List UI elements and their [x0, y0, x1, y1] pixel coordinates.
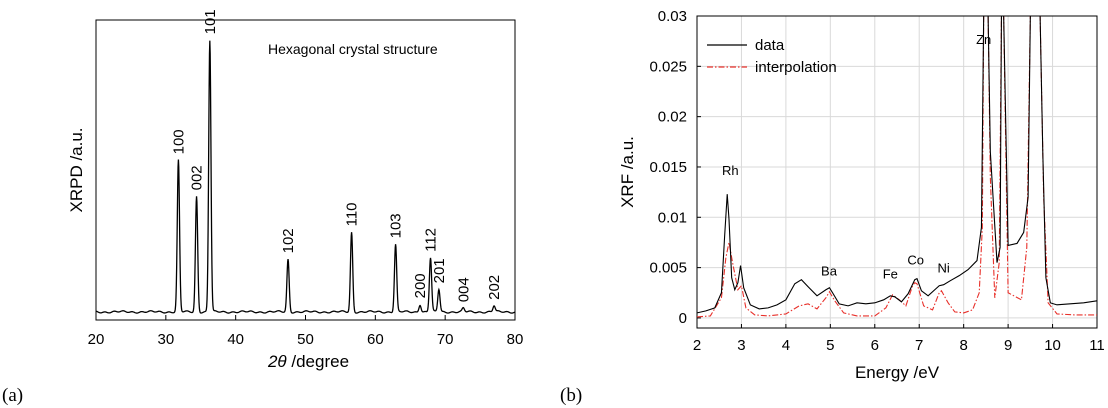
xrpd-x-tick-label: 70: [437, 331, 454, 348]
xrf-element-annotation: Co: [907, 253, 924, 268]
xrpd-x-tick-label: 80: [507, 331, 524, 348]
xrf-y-tick-label: 0.025: [649, 58, 687, 75]
xrf-plot-frame: [696, 15, 1098, 329]
xrf-y-tick-label: 0.03: [658, 8, 687, 25]
xrf-x-tick-label: 3: [737, 337, 745, 354]
xrpd-peak-label: 202: [486, 275, 503, 300]
xrf-element-annotation: Ni: [938, 261, 950, 276]
xrpd-x-tick-label: 50: [297, 331, 314, 348]
xrpd-x-tick-label: 40: [227, 331, 244, 348]
xrpd-chart: 20 30 40 50 60 70 80 2θ /degree XRPD /a.u. Hexago…: [67, 9, 523, 371]
xrpd-series-line: [95, 40, 516, 314]
xrf-element-annotation: Ba: [821, 264, 838, 279]
panel-b-label: (b): [560, 385, 582, 406]
xrf-element-annotation: Rh: [722, 163, 739, 178]
xrpd-peak-label: 103: [388, 213, 405, 238]
xrpd-peak-label: 201: [431, 258, 448, 283]
xrpd-peak-label: 002: [189, 165, 206, 190]
xrf-y-tick-label: 0.01: [658, 209, 687, 226]
xrf-y-tick-label: 0.02: [658, 109, 687, 126]
xrf-legend-label: interpolation: [755, 59, 837, 76]
xrf-y-axis-label: XRF /a.u.: [618, 136, 637, 208]
xrpd-y-axis-label: XRPD /a.u.: [67, 127, 86, 212]
xrf-chart: 2 3 4 5 6 7 8 9 10 11 0 0.005 0.01 0.015 0.02 0.025 0.03…: [618, 8, 1105, 382]
xrf-x-tick-label: 9: [1004, 337, 1012, 354]
xrpd-x-axis-label: 2θ /degree: [267, 352, 349, 371]
xrf-x-tick-label: 11: [1089, 337, 1105, 354]
xrpd-plot-frame: [95, 19, 516, 321]
xrf-element-annotation: Zn: [976, 32, 991, 47]
xrpd-x-tick-label: 60: [367, 331, 384, 348]
xrpd-x-axis-symbol: 2θ: [267, 352, 287, 371]
xrpd-peak-label: 112: [423, 228, 440, 252]
xrpd-peak-label: 004: [455, 277, 472, 302]
xrf-x-axis-label: Energy /eV: [855, 363, 940, 382]
xrf-series-line: [697, 16, 1097, 314]
xrpd-peak-label: 100: [170, 129, 187, 154]
xrf-series-line: [697, 16, 1097, 318]
xrf-y-tick-label: 0.015: [649, 159, 687, 176]
xrf-element-annotation: Fe: [883, 267, 898, 282]
xrpd-x-axis-unit: /degree: [287, 352, 349, 371]
xrf-legend-label: data: [755, 37, 785, 54]
xrf-y-tick-label: 0.005: [649, 260, 687, 277]
xrf-x-tick-label: 8: [959, 337, 967, 354]
xrpd-peak-label: 110: [344, 202, 361, 226]
xrf-x-tick-label: 5: [826, 337, 834, 354]
xrf-y-tick-label: 0: [679, 310, 687, 327]
xrpd-annotation: Hexagonal crystal structure: [268, 41, 438, 57]
xrf-x-tick-label: 4: [782, 337, 790, 354]
xrpd-x-tick-label: 30: [157, 331, 174, 348]
xrf-x-tick-label: 10: [1044, 337, 1061, 354]
panel-a-label: (a): [2, 385, 23, 406]
xrpd-x-tick-label: 20: [88, 331, 105, 348]
xrf-x-tick-label: 7: [915, 337, 923, 354]
xrpd-peak-label: 101: [202, 9, 219, 34]
xrf-x-tick-label: 2: [693, 337, 701, 354]
xrpd-peak-label: 102: [280, 228, 297, 253]
xrf-x-tick-label: 6: [871, 337, 879, 354]
xrpd-peak-label: 200: [412, 273, 429, 298]
